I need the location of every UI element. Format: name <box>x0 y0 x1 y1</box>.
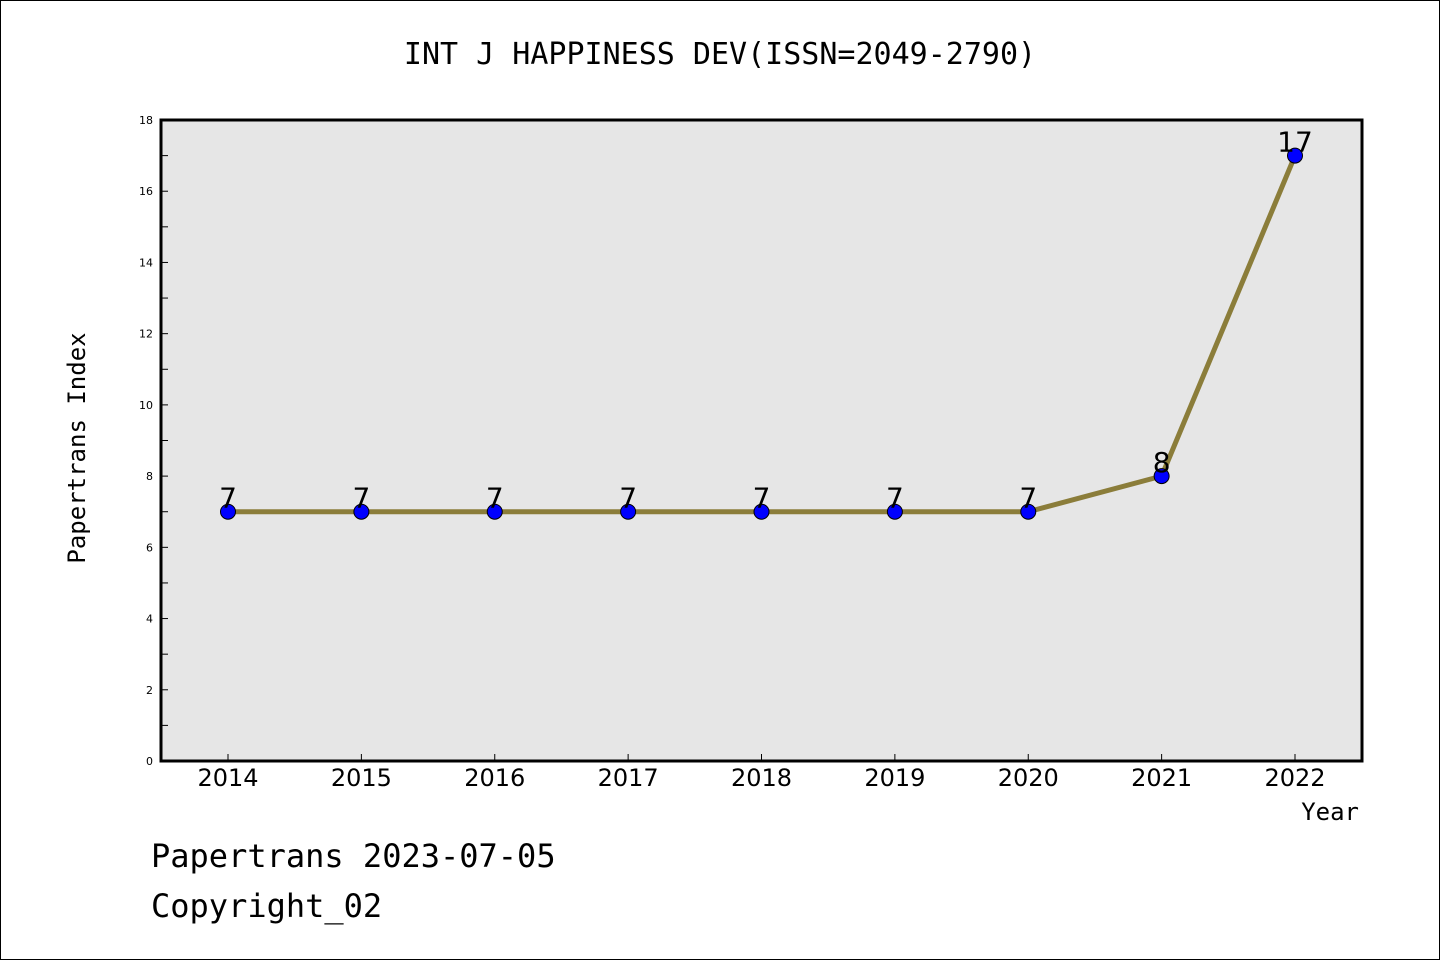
chart-title: INT J HAPPINESS DEV(ISSN=2049-2790) <box>403 37 1037 72</box>
footer-copyright: Copyright_02 <box>151 887 383 925</box>
data-point <box>1153 468 1170 485</box>
x-tick-label: 2018 <box>731 764 792 792</box>
y-tick-label: 2 <box>146 684 153 697</box>
y-tick-label: 6 <box>146 541 153 554</box>
y-tick-label: 8 <box>146 470 153 483</box>
plot-area <box>161 120 1362 761</box>
data-point <box>1020 503 1037 520</box>
plot-border <box>159 118 1364 763</box>
data-label: 17 <box>1277 126 1313 159</box>
x-axis-label: Year <box>1301 798 1359 826</box>
y-tick-label: 12 <box>139 328 153 341</box>
x-tick-label: 2017 <box>598 764 659 792</box>
y-tick-label: 18 <box>139 114 153 127</box>
x-tick-label: 2014 <box>197 764 258 792</box>
data-point <box>486 503 503 520</box>
data-label: 7 <box>886 482 904 515</box>
y-tick-label: 10 <box>139 399 153 412</box>
data-label: 7 <box>619 482 637 515</box>
data-label: 7 <box>219 482 237 515</box>
x-tick-label: 2016 <box>464 764 525 792</box>
data-label: 7 <box>486 482 504 515</box>
data-label: 7 <box>352 482 370 515</box>
footer-date: Papertrans 2023-07-05 <box>151 837 556 875</box>
x-tick-label: 2021 <box>1131 764 1192 792</box>
x-tick-label: 2020 <box>998 764 1059 792</box>
y-tick-label: 0 <box>146 755 153 768</box>
data-label: 7 <box>1019 482 1037 515</box>
data-label: 8 <box>1153 446 1171 479</box>
data-point <box>353 503 370 520</box>
x-tick-label: 2019 <box>864 764 925 792</box>
data-point <box>753 503 770 520</box>
data-point <box>1287 147 1303 164</box>
y-tick-label: 14 <box>139 256 153 269</box>
y-tick-label: 16 <box>139 185 153 198</box>
data-point <box>886 503 903 520</box>
y-tick-label: 4 <box>146 613 153 626</box>
x-tick-label: 2022 <box>1264 764 1325 792</box>
data-label: 7 <box>753 482 771 515</box>
data-point <box>620 503 637 520</box>
x-tick-label: 2015 <box>331 764 392 792</box>
data-point <box>220 503 236 520</box>
